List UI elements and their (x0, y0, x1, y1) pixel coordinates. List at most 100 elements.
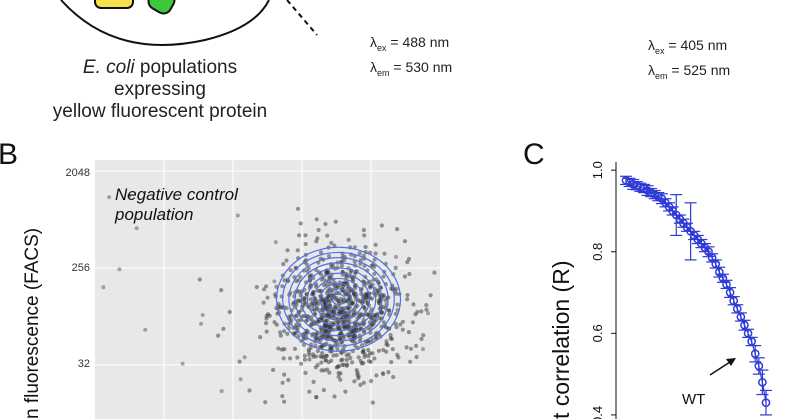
scatter-point (321, 387, 326, 393)
scatter-point (301, 268, 306, 273)
outlier-point (134, 226, 139, 231)
scatter-point (237, 359, 242, 364)
outlier-point (380, 371, 385, 376)
scatter-point (314, 217, 319, 222)
contour-ring (288, 257, 389, 342)
scatter-point (340, 362, 345, 368)
outlier-point (200, 313, 205, 317)
outlier-point (199, 321, 204, 326)
scatter-point (340, 357, 345, 362)
contour-ring (325, 288, 352, 311)
scatter-point (415, 309, 420, 315)
scatter-point (396, 355, 401, 360)
contour-ring (275, 246, 402, 352)
scatter-point (332, 284, 338, 289)
annotation-line2: population (114, 205, 193, 224)
scatter-point (295, 325, 300, 330)
em-sub: em (377, 67, 390, 78)
scatter-point (284, 306, 289, 311)
scatter-point (302, 357, 307, 362)
scatter-point (278, 333, 283, 338)
em-sub: em (655, 70, 668, 81)
scatter-point (356, 376, 361, 381)
scatter-point (393, 265, 398, 270)
scatter-point (311, 379, 316, 384)
scatter-point (313, 354, 318, 359)
scatter-point (265, 295, 270, 300)
scatter-point (327, 370, 332, 375)
scatter-point (307, 389, 312, 394)
scatter-point (389, 360, 394, 365)
scatter-point (280, 284, 285, 289)
scatter-point (405, 297, 410, 302)
outlier-point (272, 279, 277, 284)
wt-arrow-line (709, 361, 731, 376)
scatter-point (318, 250, 324, 255)
scatter-point (307, 357, 312, 362)
outlier-point (314, 395, 319, 400)
scatter-point (227, 309, 232, 315)
scatter-point (319, 344, 324, 349)
scatter-point (343, 389, 348, 394)
scatter-point (303, 241, 308, 247)
scatter-point (339, 263, 344, 268)
scatter-point (395, 302, 400, 307)
scatter-point (263, 321, 269, 326)
scatter-point (316, 227, 321, 233)
scatter-point (216, 333, 221, 338)
scatter-point (324, 353, 329, 358)
scatter-point (381, 371, 386, 377)
scatter-point (285, 331, 290, 336)
scatter-point (298, 221, 303, 226)
panel-c-line-plot: 1.0 0.8 0.6 0.4 WT (590, 161, 772, 419)
scatter-point (398, 322, 403, 327)
scatter-point (345, 286, 350, 291)
ytick-label: 0.6 (590, 324, 605, 342)
contour-ring (282, 251, 395, 347)
scatter-point (264, 329, 269, 334)
scatter-point (263, 400, 268, 405)
scatter-point (335, 346, 340, 351)
scatter-point (369, 315, 374, 320)
scatter-point (287, 325, 292, 330)
scatter-point (362, 233, 367, 238)
scatter-point (336, 304, 341, 309)
scatter-point (421, 333, 426, 338)
outlier-point (127, 194, 132, 198)
scatter-point (369, 307, 374, 312)
scatter-point (307, 278, 312, 283)
scatter-point (357, 251, 362, 256)
scatter-point (282, 372, 287, 377)
scatter-point (326, 254, 332, 259)
outlier-point (219, 389, 224, 394)
scatter-point (301, 296, 306, 301)
scatter-point (294, 313, 299, 318)
laser-488-spec: λex = 488 nm λem = 530 nm (370, 33, 452, 83)
scatter-point (301, 342, 306, 347)
scatter-point (361, 227, 366, 233)
density-contours (275, 246, 402, 352)
scatter-point (304, 331, 309, 337)
scatter-point (402, 239, 408, 244)
scatter-point (372, 264, 377, 269)
scatter-point (301, 337, 306, 342)
scatter-point (407, 271, 412, 277)
correlation-series (620, 175, 772, 416)
scatter-point (331, 353, 336, 358)
data-point (707, 253, 717, 263)
scatter-point (295, 206, 301, 211)
scatter-point (345, 362, 350, 367)
outlier-point (242, 355, 247, 360)
scatter-point (406, 256, 412, 262)
scatter-point (276, 301, 281, 307)
scatter-point (358, 311, 363, 316)
scatter-point (321, 301, 326, 306)
scatter-point (390, 347, 395, 352)
scatter-point (221, 326, 226, 331)
scatter-point (309, 315, 314, 320)
scatter-point (391, 374, 396, 380)
scatter-point (320, 355, 325, 360)
scatter-point (297, 233, 302, 238)
scatter-point (261, 300, 266, 305)
outlier-point (180, 361, 185, 366)
